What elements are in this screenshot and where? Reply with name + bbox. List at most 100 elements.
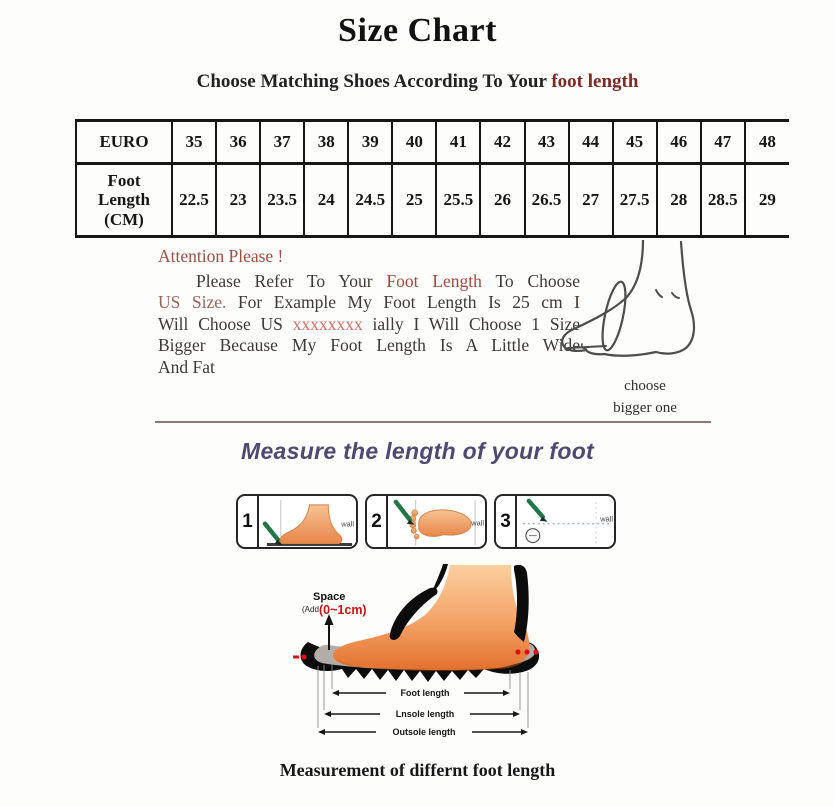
sketch-toe bbox=[561, 326, 658, 357]
wall-label: wall bbox=[470, 519, 484, 528]
attention-text-segment: US Size. bbox=[158, 292, 227, 312]
measure-step-2: 2 bbox=[365, 494, 487, 549]
arrowhead bbox=[324, 711, 331, 717]
foot-length-cell: 27.5 bbox=[612, 163, 658, 237]
pen-tip bbox=[539, 516, 548, 522]
foot-length-row: Foot Length (CM) 22.5 23 23.5 24 24.5 25 25.5 2… bbox=[76, 163, 789, 237]
euro-row-header: EURO bbox=[76, 120, 173, 165]
euro-size-cell: 43 bbox=[524, 120, 570, 165]
toe bbox=[410, 527, 417, 534]
side-foot bbox=[279, 504, 343, 544]
euro-size-cell: 35 bbox=[172, 120, 218, 165]
foot-length-cell: 27 bbox=[568, 163, 614, 237]
foot-shape bbox=[333, 565, 530, 671]
wall-label: wall bbox=[340, 520, 354, 529]
subtitle-text: Choose Matching Shoes According To Your bbox=[196, 71, 552, 92]
outsole-length-label: Outsole length bbox=[393, 727, 456, 737]
shoe-measurement-diagram: Space (Add (0~1cm) bbox=[293, 564, 540, 737]
space-value: (0~1cm) bbox=[319, 603, 367, 617]
space-sub-label: (Add bbox=[302, 605, 319, 614]
sketch-ankle-mark-2 bbox=[671, 292, 680, 299]
attention-line: And Fat bbox=[158, 357, 580, 379]
tape-end-line bbox=[567, 345, 607, 349]
step-number: 1 bbox=[238, 496, 259, 547]
pen-icon bbox=[393, 499, 412, 522]
shoe-front-edge bbox=[389, 587, 438, 640]
foot-length-cell: 26 bbox=[480, 163, 526, 237]
attention-text-segment: Will Choose US bbox=[158, 313, 293, 334]
step-1-illustration: wall bbox=[262, 499, 354, 546]
insole-length-label: Lnsole length bbox=[396, 709, 455, 719]
euro-size-cell: 41 bbox=[436, 120, 482, 165]
attention-text-segment: xxxxxxxx bbox=[292, 313, 363, 334]
sketch-back-leg bbox=[654, 240, 696, 355]
foot-length-cell: 23.5 bbox=[260, 163, 306, 237]
foot-length-cell: 25 bbox=[392, 163, 438, 237]
foot-length-cell: 23 bbox=[216, 163, 262, 237]
footer-caption: Measurement of differnt foot length bbox=[279, 760, 556, 780]
page-title: Size Chart bbox=[338, 12, 497, 49]
attention-line: Will Choose US xxxxxxxx ially I Will Cho… bbox=[158, 314, 580, 336]
red-dot-right bbox=[533, 649, 539, 655]
choose-bigger-line1: choose bbox=[624, 378, 666, 394]
red-dot-right bbox=[524, 649, 530, 655]
foot-length-cell: 25.5 bbox=[436, 163, 482, 237]
tape-loop bbox=[601, 280, 627, 352]
step-number: 2 bbox=[367, 496, 388, 547]
space-arrow-head bbox=[324, 614, 334, 625]
attention-text-segment: And Fat bbox=[158, 356, 215, 377]
red-dot-left bbox=[301, 654, 307, 660]
arrowhead bbox=[318, 729, 325, 735]
space-label: Space bbox=[313, 591, 345, 603]
euro-size-cell: 37 bbox=[260, 120, 306, 165]
foot-length-label: Foot length bbox=[401, 688, 450, 698]
euro-size-cell: 46 bbox=[656, 120, 702, 165]
sketch-front-leg bbox=[574, 240, 645, 330]
measure-step-3: 3 wall bbox=[494, 494, 616, 549]
choose-bigger-caption: choose bigger one bbox=[565, 376, 725, 420]
shoe-collar-edge bbox=[431, 564, 448, 595]
attention-text-segment: For Example My Foot Length Is 25 cm I bbox=[226, 292, 581, 312]
step-2-illustration: wall bbox=[393, 499, 484, 546]
euro-size-cell: 47 bbox=[700, 120, 746, 165]
attention-text-segment: Bigger Because My Foot Length Is A Littl… bbox=[158, 335, 580, 355]
measure-step-1: 1 wall bbox=[236, 494, 358, 549]
subtitle: Choose Matching Shoes According To Your … bbox=[0, 71, 835, 93]
foot-length-cell: 26.5 bbox=[524, 163, 570, 237]
arrowhead bbox=[332, 690, 339, 696]
subtitle-highlight: foot length bbox=[551, 71, 639, 92]
pen-icon bbox=[526, 498, 545, 520]
shoe-back-edge bbox=[514, 564, 529, 642]
measure-steps: 1 wall 2 bbox=[236, 494, 616, 549]
attention-text-segment: ially I Will Choose 1 Size bbox=[362, 313, 580, 334]
attention-line: Please Refer To Your Foot Length To Choo… bbox=[158, 271, 580, 293]
euro-size-cell: 36 bbox=[216, 120, 262, 165]
section-divider bbox=[155, 421, 711, 423]
sketch-ankle-mark-1 bbox=[655, 289, 663, 298]
euro-size-cell: 38 bbox=[304, 120, 350, 165]
euro-size-cell: 40 bbox=[392, 120, 438, 165]
measure-section-heading: Measure the length of your foot bbox=[240, 438, 595, 464]
euro-size-cell: 42 bbox=[480, 120, 526, 165]
pen-tip bbox=[406, 519, 415, 525]
foot-length-cell: 24 bbox=[304, 163, 350, 237]
attention-line: Bigger Because My Foot Length Is A Littl… bbox=[158, 335, 580, 357]
arrowhead bbox=[503, 690, 510, 696]
euro-size-cell: 48 bbox=[744, 120, 789, 165]
wall-label: wall bbox=[599, 515, 613, 524]
attention-heading: Attention Please ! bbox=[158, 246, 284, 266]
euro-size-cell: 45 bbox=[612, 120, 658, 165]
attention-text-segment: Please Refer To Your bbox=[196, 270, 387, 291]
foot-length-cell: 29 bbox=[758, 190, 776, 209]
attention-text-segment: Foot Length bbox=[386, 270, 482, 291]
size-chart-table: EURO 35 36 37 38 39 40 41 42 43 44 45 46 47 48 Foot L… bbox=[75, 119, 789, 238]
foot-length-cell: 28 bbox=[656, 163, 702, 237]
toe bbox=[411, 509, 419, 517]
foot-length-cell: 24.5 bbox=[348, 163, 394, 237]
foot-tape-sketch bbox=[561, 240, 696, 357]
top-foot bbox=[418, 509, 472, 537]
foot-length-cell: 28.5 bbox=[700, 163, 746, 237]
euro-size-cell: 44 bbox=[568, 120, 614, 165]
foot-length-row-header: Foot Length (CM) bbox=[76, 163, 173, 237]
